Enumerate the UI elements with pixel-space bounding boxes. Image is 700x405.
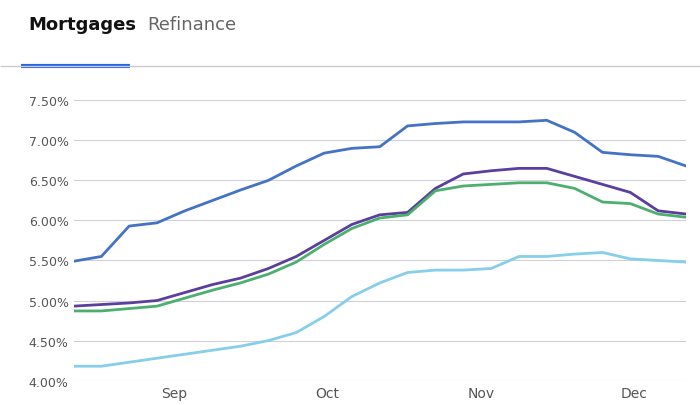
Text: Mortgages: Mortgages: [28, 16, 136, 34]
Text: Refinance: Refinance: [147, 16, 236, 34]
